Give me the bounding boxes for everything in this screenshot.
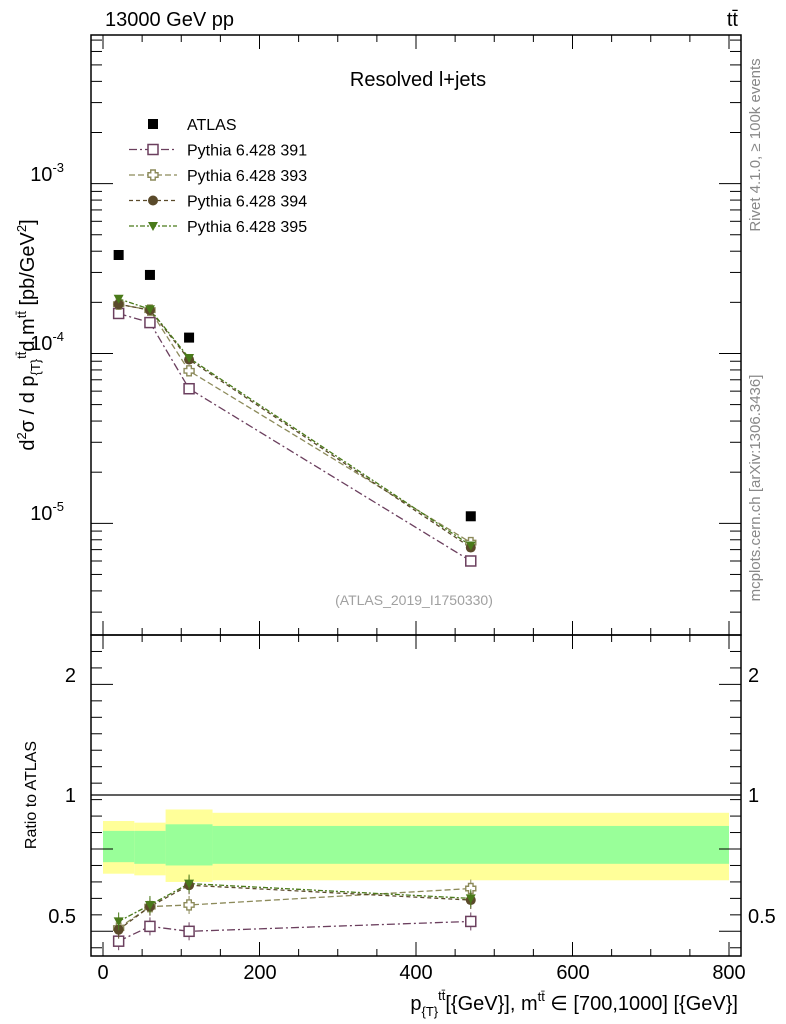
mcplots-label: mcplots.cern.ch [arXiv:1306.3436] (747, 375, 764, 602)
process-label: tt̄ (727, 9, 739, 31)
data-point (184, 354, 195, 364)
xtick-label-200: 200 (243, 962, 276, 984)
legend-entry: ATLAS (148, 117, 237, 134)
ratio-ytick-label-left-2: 2 (65, 665, 76, 687)
ratio-data-point (113, 917, 124, 927)
data-point (183, 382, 195, 395)
data-point (113, 299, 124, 310)
rivet-label: Rivet 4.1.0, ≥ 100k events (747, 58, 764, 231)
ratio-series-line-1 (118, 920, 471, 942)
xtick-label-800: 800 (712, 962, 745, 984)
legend-marker (148, 222, 158, 231)
data-point (113, 294, 124, 304)
main-ylabel: d2σ / d p{T}tt̄d mtt̄ [pb/GeV2] (14, 219, 43, 450)
legend-marker (148, 195, 158, 206)
legend-marker (148, 119, 158, 129)
energy-label: 13000 GeV pp (105, 9, 234, 31)
series-line-4 (118, 298, 472, 547)
ratio-data-point (184, 879, 195, 889)
ratio-series-line-4 (118, 882, 471, 923)
data-point (465, 541, 476, 551)
ratio-xlabel: p{T}tt̄[{GeV}], mtt̄ ∈ [700,1000] [{GeV}… (410, 988, 738, 1019)
legend-label: ATLAS (187, 117, 237, 134)
ratio-series-line-3 (118, 884, 471, 931)
legend-label: Pythia 6.428 395 (187, 219, 307, 236)
legend-entry: Pythia 6.428 391 (129, 143, 307, 160)
ratio-data-point (465, 882, 477, 895)
atlas-data-point (184, 332, 195, 343)
data-point (144, 305, 155, 315)
ratio-panel: 0.5 1 2 0.5 1 2 0 200 400 600 800 Ratio … (23, 634, 776, 1019)
ratio-ylabel: Ratio to ATLAS (23, 741, 40, 849)
atlas-data-point (465, 511, 476, 522)
ratio-series-line-2 (118, 887, 471, 929)
legend: ATLAS Pythia 6.428 391 Pythia 6.428 393 Pyt… (129, 117, 307, 236)
legend-marker (147, 169, 159, 181)
xtick-label-0: 0 (97, 962, 108, 984)
chart-title: Resolved l+jets (350, 69, 486, 91)
legend-entry: Pythia 6.428 393 (129, 168, 307, 185)
data-point (144, 316, 156, 329)
ratio-data-point (465, 894, 476, 904)
ratio-data-point (183, 899, 195, 911)
series-line-1 (118, 312, 472, 562)
ratio-ytick-label-left-0.5: 0.5 (48, 906, 76, 928)
data-point (112, 307, 125, 320)
atlas-data-point (113, 249, 124, 260)
ratio-data-point (465, 915, 477, 928)
data-point (183, 365, 195, 377)
analysis-watermark: (ATLAS_2019_I1750330) (335, 592, 493, 608)
data-point (465, 555, 477, 567)
ratio-data-point (183, 925, 195, 938)
ratio-ytick-label-left-1: 1 (65, 785, 76, 807)
series-line-3 (118, 303, 472, 549)
xtick-label-600: 600 (556, 962, 589, 984)
series-line-2 (118, 303, 472, 544)
main-panel: 10-3 10-4 10-5 Resolved l+jets (ATLAS_20… (14, 34, 742, 636)
ytick-label-1e-3: 10-3 (30, 160, 64, 186)
legend-label: Pythia 6.428 393 (187, 168, 307, 185)
ratio-ytick-label-right-1: 1 (748, 785, 759, 807)
legend-label: Pythia 6.428 391 (187, 143, 307, 160)
uncertainty-band-green (165, 824, 213, 866)
uncertainty-band-green (103, 830, 135, 863)
legend-entry: Pythia 6.428 395 (129, 219, 307, 236)
legend-marker (147, 143, 159, 156)
ratio-data-point (144, 920, 156, 933)
ratio-ytick-label-right-0.5: 0.5 (748, 906, 776, 928)
uncertainty-band-green (134, 830, 166, 864)
xtick-label-400: 400 (399, 962, 432, 984)
ytick-label-1e-4: 10-4 (30, 329, 64, 355)
uncertainty-band-green (212, 825, 730, 864)
legend-entry: Pythia 6.428 394 (129, 194, 307, 211)
ratio-ytick-label-right-2: 2 (748, 665, 759, 687)
ytick-label-1e-5: 10-5 (30, 499, 64, 525)
legend-label: Pythia 6.428 394 (187, 194, 307, 211)
ratio-data-point (144, 900, 155, 910)
atlas-data-point (144, 269, 155, 280)
